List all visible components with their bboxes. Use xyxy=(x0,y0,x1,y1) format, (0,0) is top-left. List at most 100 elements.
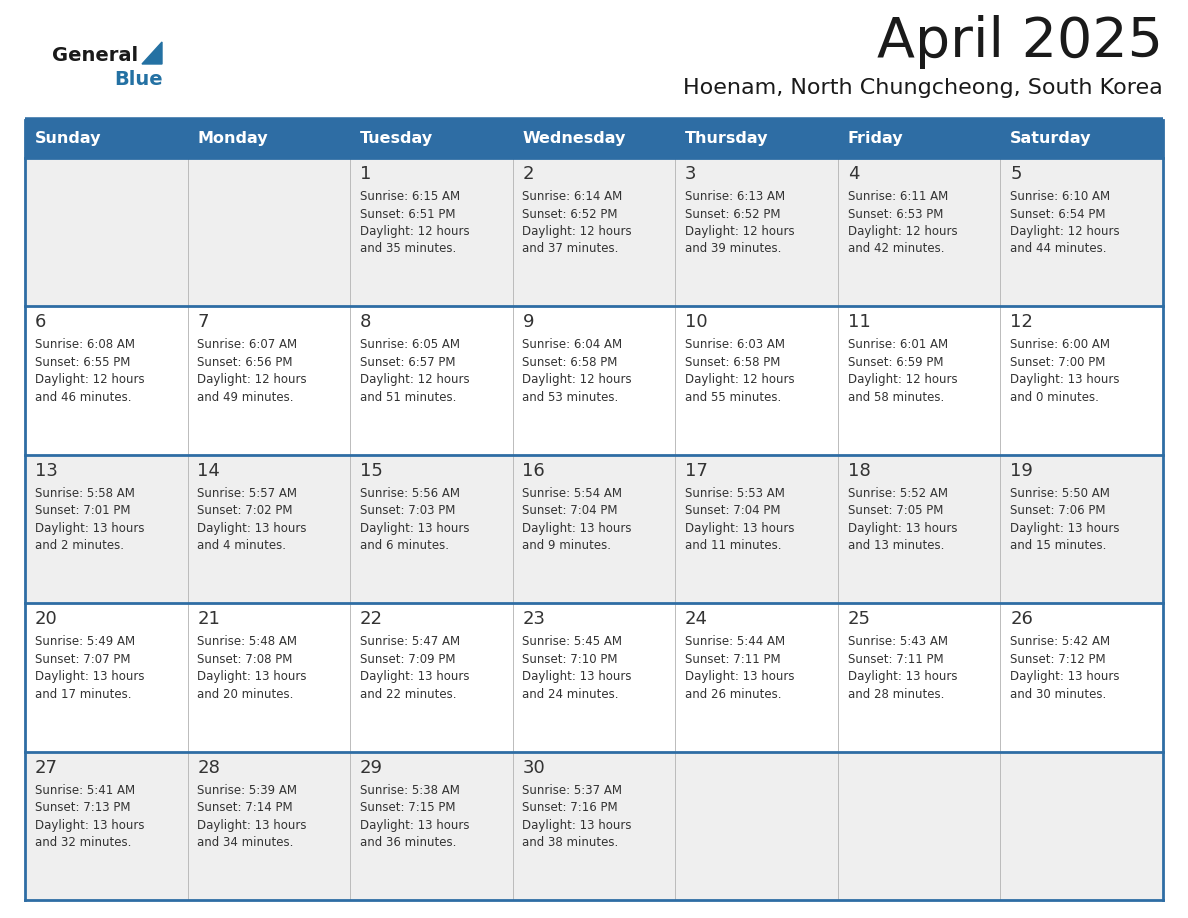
Bar xyxy=(838,752,1000,900)
Text: Sunset: 7:04 PM: Sunset: 7:04 PM xyxy=(685,504,781,518)
Text: Sunset: 7:05 PM: Sunset: 7:05 PM xyxy=(847,504,943,518)
Bar xyxy=(25,158,188,307)
Text: 8: 8 xyxy=(360,313,372,331)
Text: Sunset: 6:58 PM: Sunset: 6:58 PM xyxy=(523,356,618,369)
Text: Sunset: 7:14 PM: Sunset: 7:14 PM xyxy=(197,801,293,814)
Bar xyxy=(350,120,513,158)
Text: Sunrise: 6:04 AM: Sunrise: 6:04 AM xyxy=(523,339,623,352)
Text: and 11 minutes.: and 11 minutes. xyxy=(685,539,782,553)
Text: 14: 14 xyxy=(197,462,220,480)
Text: and 36 minutes.: and 36 minutes. xyxy=(360,836,456,849)
Text: Daylight: 12 hours: Daylight: 12 hours xyxy=(1010,225,1120,238)
Text: 18: 18 xyxy=(847,462,871,480)
Text: and 15 minutes.: and 15 minutes. xyxy=(1010,539,1106,553)
Text: and 30 minutes.: and 30 minutes. xyxy=(1010,688,1106,700)
Bar xyxy=(513,752,675,900)
Text: Daylight: 13 hours: Daylight: 13 hours xyxy=(360,670,469,683)
Text: Sunset: 7:12 PM: Sunset: 7:12 PM xyxy=(1010,653,1106,666)
Text: Sunrise: 6:14 AM: Sunrise: 6:14 AM xyxy=(523,190,623,203)
Bar xyxy=(25,603,188,752)
Text: Daylight: 13 hours: Daylight: 13 hours xyxy=(1010,670,1119,683)
Bar xyxy=(25,120,188,158)
Bar xyxy=(838,603,1000,752)
Text: 13: 13 xyxy=(34,462,58,480)
Text: Sunrise: 5:39 AM: Sunrise: 5:39 AM xyxy=(197,784,297,797)
Text: Daylight: 13 hours: Daylight: 13 hours xyxy=(847,670,958,683)
Text: 5: 5 xyxy=(1010,165,1022,183)
Bar xyxy=(513,603,675,752)
Bar xyxy=(188,603,350,752)
Text: Thursday: Thursday xyxy=(685,131,769,147)
Text: and 22 minutes.: and 22 minutes. xyxy=(360,688,456,700)
Text: Daylight: 13 hours: Daylight: 13 hours xyxy=(197,670,307,683)
Bar xyxy=(838,454,1000,603)
Bar xyxy=(838,158,1000,307)
Text: Sunset: 7:15 PM: Sunset: 7:15 PM xyxy=(360,801,455,814)
Text: and 37 minutes.: and 37 minutes. xyxy=(523,242,619,255)
Text: 12: 12 xyxy=(1010,313,1034,331)
Text: and 58 minutes.: and 58 minutes. xyxy=(847,391,943,404)
Bar xyxy=(188,120,350,158)
Text: and 28 minutes.: and 28 minutes. xyxy=(847,688,944,700)
Bar xyxy=(350,307,513,454)
Text: Sunrise: 5:42 AM: Sunrise: 5:42 AM xyxy=(1010,635,1111,648)
Text: Sunrise: 5:53 AM: Sunrise: 5:53 AM xyxy=(685,487,785,499)
Bar xyxy=(675,158,838,307)
Text: and 42 minutes.: and 42 minutes. xyxy=(847,242,944,255)
Text: Daylight: 12 hours: Daylight: 12 hours xyxy=(34,374,145,386)
Text: Sunrise: 5:48 AM: Sunrise: 5:48 AM xyxy=(197,635,297,648)
Bar xyxy=(350,158,513,307)
Text: 19: 19 xyxy=(1010,462,1034,480)
Text: Sunset: 7:13 PM: Sunset: 7:13 PM xyxy=(34,801,131,814)
Bar xyxy=(188,158,350,307)
Text: and 49 minutes.: and 49 minutes. xyxy=(197,391,293,404)
Text: Sunrise: 5:50 AM: Sunrise: 5:50 AM xyxy=(1010,487,1110,499)
Text: Sunrise: 6:07 AM: Sunrise: 6:07 AM xyxy=(197,339,297,352)
Bar xyxy=(25,752,188,900)
Bar xyxy=(1000,603,1163,752)
Bar xyxy=(675,307,838,454)
Text: Sunday: Sunday xyxy=(34,131,101,147)
Text: Daylight: 13 hours: Daylight: 13 hours xyxy=(360,521,469,535)
Text: Sunrise: 6:11 AM: Sunrise: 6:11 AM xyxy=(847,190,948,203)
Text: Sunset: 7:09 PM: Sunset: 7:09 PM xyxy=(360,653,455,666)
Text: Daylight: 13 hours: Daylight: 13 hours xyxy=(34,670,144,683)
Bar xyxy=(1000,158,1163,307)
Text: Sunrise: 5:54 AM: Sunrise: 5:54 AM xyxy=(523,487,623,499)
Bar xyxy=(513,307,675,454)
Text: Daylight: 12 hours: Daylight: 12 hours xyxy=(523,225,632,238)
Text: and 39 minutes.: and 39 minutes. xyxy=(685,242,782,255)
Text: and 13 minutes.: and 13 minutes. xyxy=(847,539,944,553)
Text: and 38 minutes.: and 38 minutes. xyxy=(523,836,619,849)
Text: Sunrise: 6:13 AM: Sunrise: 6:13 AM xyxy=(685,190,785,203)
Text: Daylight: 12 hours: Daylight: 12 hours xyxy=(847,374,958,386)
Text: Sunset: 7:01 PM: Sunset: 7:01 PM xyxy=(34,504,131,518)
Text: Sunrise: 5:38 AM: Sunrise: 5:38 AM xyxy=(360,784,460,797)
Text: 25: 25 xyxy=(847,610,871,628)
Bar xyxy=(350,454,513,603)
Text: and 4 minutes.: and 4 minutes. xyxy=(197,539,286,553)
Text: Monday: Monday xyxy=(197,131,268,147)
Text: 26: 26 xyxy=(1010,610,1034,628)
Bar xyxy=(675,454,838,603)
Polygon shape xyxy=(143,42,162,64)
Bar xyxy=(675,120,838,158)
Bar xyxy=(513,120,675,158)
Text: 10: 10 xyxy=(685,313,708,331)
Bar xyxy=(350,603,513,752)
Text: Sunset: 7:11 PM: Sunset: 7:11 PM xyxy=(847,653,943,666)
Text: and 46 minutes.: and 46 minutes. xyxy=(34,391,131,404)
Text: 24: 24 xyxy=(685,610,708,628)
Text: Sunrise: 5:49 AM: Sunrise: 5:49 AM xyxy=(34,635,135,648)
Text: Sunset: 6:53 PM: Sunset: 6:53 PM xyxy=(847,207,943,220)
Bar xyxy=(513,454,675,603)
Text: Sunset: 7:08 PM: Sunset: 7:08 PM xyxy=(197,653,292,666)
Text: Sunset: 7:02 PM: Sunset: 7:02 PM xyxy=(197,504,292,518)
Text: 3: 3 xyxy=(685,165,696,183)
Text: Sunrise: 6:08 AM: Sunrise: 6:08 AM xyxy=(34,339,134,352)
Text: and 26 minutes.: and 26 minutes. xyxy=(685,688,782,700)
Text: Saturday: Saturday xyxy=(1010,131,1092,147)
Text: Sunrise: 6:03 AM: Sunrise: 6:03 AM xyxy=(685,339,785,352)
Text: Daylight: 12 hours: Daylight: 12 hours xyxy=(360,374,469,386)
Text: and 51 minutes.: and 51 minutes. xyxy=(360,391,456,404)
